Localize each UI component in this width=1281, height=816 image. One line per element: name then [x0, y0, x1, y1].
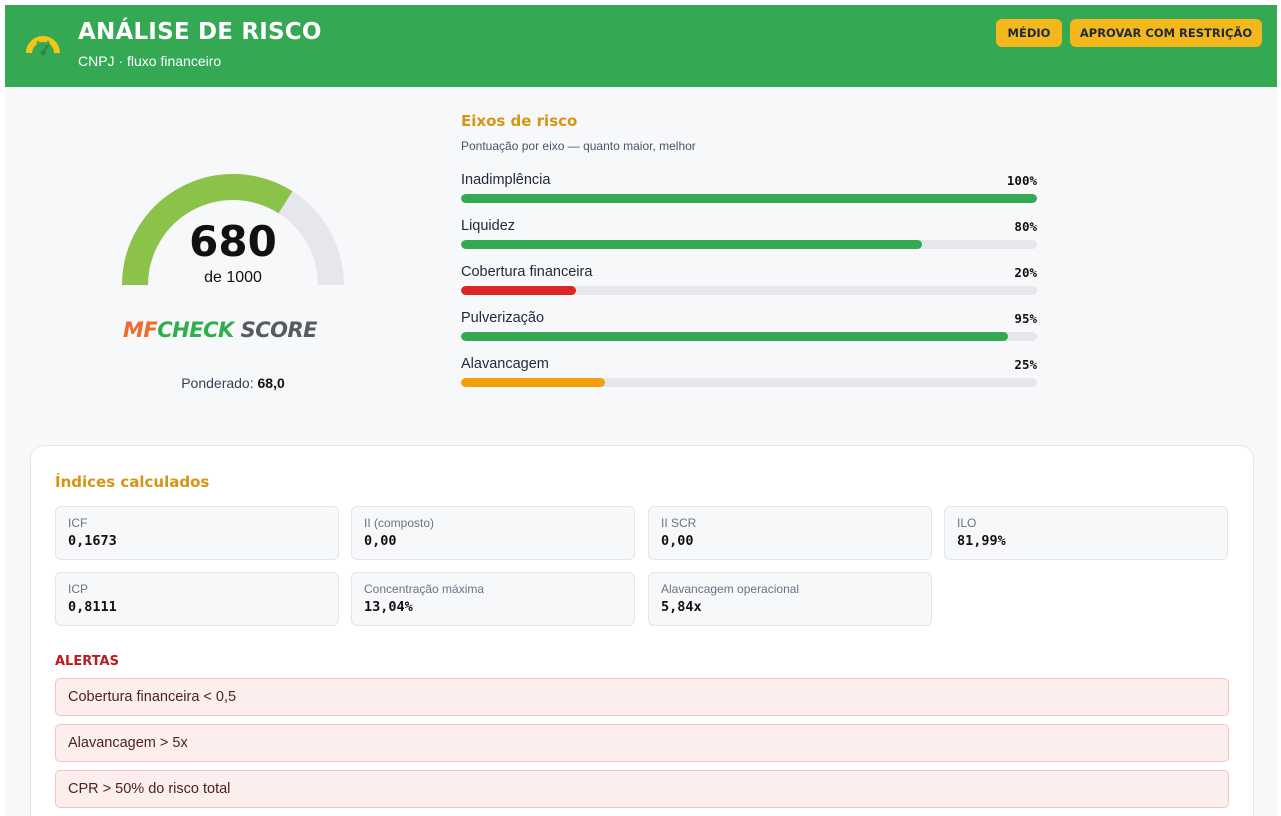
metric-card: ICP 0,8111 — [55, 572, 339, 626]
weighted-score: Ponderado: 68,0 — [125, 375, 341, 391]
brand-score: SCORE — [233, 318, 318, 342]
metric-value: 13,04% — [364, 599, 413, 615]
mfcheck-score-logo: MFCHECK SCORE — [123, 318, 353, 342]
gauge-icon — [26, 36, 60, 56]
axis-fill — [461, 194, 1037, 203]
alert-item: CPR > 50% do risco total — [55, 770, 1229, 808]
metric-card: ICF 0,1673 — [55, 506, 339, 560]
axis-fill — [461, 378, 605, 387]
axis-percent: 80% — [1014, 219, 1037, 234]
brand-mf: MF — [123, 318, 158, 342]
axis-fill — [461, 286, 577, 295]
axis-percent: 95% — [1014, 311, 1037, 326]
axis-track — [461, 378, 1037, 387]
score-gauge — [122, 174, 344, 286]
metric-card: II SCR 0,00 — [648, 506, 932, 560]
header-bar: ANÁLISE DE RISCO CNPJ · fluxo financeiro… — [5, 5, 1277, 87]
axis-label: Pulverização — [461, 310, 545, 326]
metric-value: 0,8111 — [68, 599, 117, 615]
metric-value: 0,00 — [364, 533, 397, 549]
risk-analysis-page: ANÁLISE DE RISCO CNPJ · fluxo financeiro… — [5, 5, 1277, 816]
metric-label: ICP — [68, 582, 89, 596]
metric-label: II (composto) — [364, 516, 435, 530]
metric-label: ICF — [68, 516, 88, 530]
axis-track — [461, 240, 1037, 249]
metric-label: ILO — [957, 516, 977, 530]
metric-label: II SCR — [661, 516, 697, 530]
indices-card: Índices calculados ICF 0,1673 II (compos… — [30, 445, 1254, 816]
risk-level-badge: MÉDIO — [996, 19, 1062, 47]
axes-subtitle: Pontuação por eixo — quanto maior, melho… — [461, 139, 696, 153]
axis-row: Pulverização 95% — [461, 310, 1037, 350]
metric-value: 0,1673 — [68, 533, 117, 549]
score-max-label: de 1000 — [204, 269, 262, 286]
weighted-value: 68,0 — [257, 375, 285, 391]
axis-percent: 25% — [1014, 357, 1037, 372]
metric-value: 81,99% — [957, 533, 1006, 549]
axes-title: Eixos de risco — [461, 112, 578, 130]
axis-label: Cobertura financeira — [461, 264, 593, 280]
indices-title: Índices calculados — [55, 473, 210, 491]
metric-card: ILO 81,99% — [944, 506, 1228, 560]
decision-badge: APROVAR COM RESTRIÇÃO — [1070, 19, 1262, 47]
axis-label: Alavancagem — [461, 356, 549, 372]
axis-fill — [461, 332, 1009, 341]
page-subtitle: CNPJ · fluxo financeiro — [78, 53, 222, 69]
gauge-fill — [122, 174, 293, 286]
axis-percent: 20% — [1014, 265, 1037, 280]
axis-row: Alavancagem 25% — [461, 356, 1037, 396]
axis-label: Liquidez — [461, 218, 516, 234]
metric-label: Alavancagem operacional — [661, 582, 800, 596]
alerts-title: ALERTAS — [55, 654, 119, 669]
axis-track — [461, 194, 1037, 203]
axis-track — [461, 332, 1037, 341]
metric-label: Concentração máxima — [364, 582, 485, 596]
axis-percent: 100% — [1006, 173, 1037, 188]
metric-value: 5,84x — [661, 599, 702, 615]
brand-check: CHECK — [157, 318, 234, 342]
weighted-label: Ponderado: — [181, 375, 254, 391]
metric-value: 0,00 — [661, 533, 694, 549]
metric-card: II (composto) 0,00 — [351, 506, 635, 560]
axis-row: Liquidez 80% — [461, 218, 1037, 258]
score-value: 680 — [189, 217, 277, 266]
alert-item: Alavancagem > 5x — [55, 724, 1229, 762]
axis-track — [461, 286, 1037, 295]
metric-card: Concentração máxima 13,04% — [351, 572, 635, 626]
alert-item: Cobertura financeira < 0,5 — [55, 678, 1229, 716]
axis-fill — [461, 240, 922, 249]
axis-label: Inadimplência — [461, 172, 551, 188]
page-title: ANÁLISE DE RISCO — [78, 19, 322, 45]
metric-card: Alavancagem operacional 5,84x — [648, 572, 932, 626]
axis-row: Cobertura financeira 20% — [461, 264, 1037, 304]
axis-row: Inadimplência 100% — [461, 172, 1037, 212]
